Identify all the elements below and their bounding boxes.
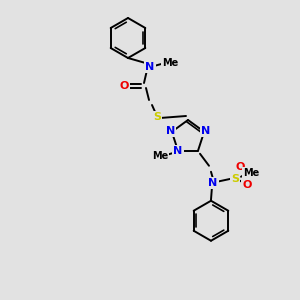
Text: O: O xyxy=(235,162,245,172)
Text: N: N xyxy=(173,146,183,156)
Text: N: N xyxy=(146,62,154,72)
Text: S: S xyxy=(153,112,161,122)
Text: N: N xyxy=(166,126,176,136)
Text: O: O xyxy=(119,81,129,91)
Text: Me: Me xyxy=(243,168,259,178)
Text: S: S xyxy=(231,174,239,184)
Text: Me: Me xyxy=(152,151,168,161)
Text: N: N xyxy=(200,126,210,136)
Text: O: O xyxy=(242,180,252,190)
Text: N: N xyxy=(208,178,217,188)
Text: Me: Me xyxy=(162,58,178,68)
